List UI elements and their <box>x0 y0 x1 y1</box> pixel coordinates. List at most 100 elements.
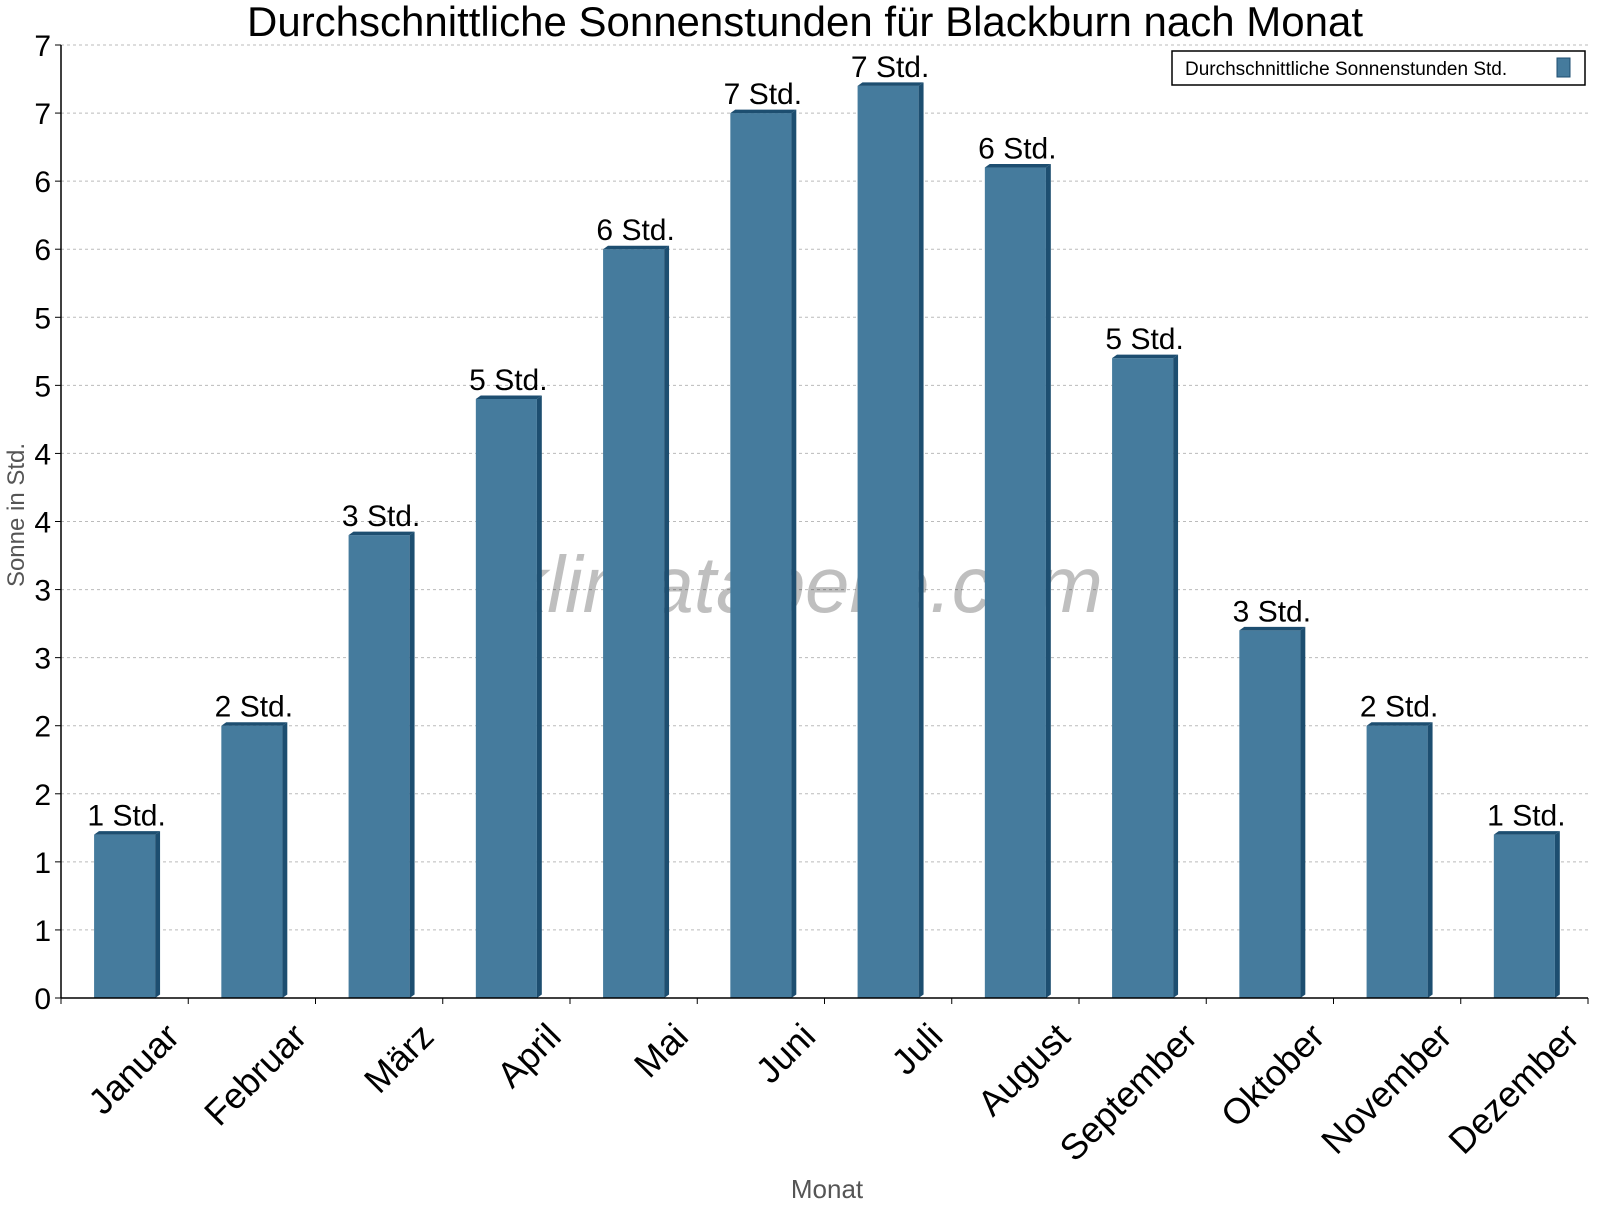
bar-side <box>918 82 924 999</box>
bar-februar <box>221 722 288 998</box>
y-tick-label: 3 <box>34 643 51 676</box>
bar <box>1366 725 1428 998</box>
grid-lines <box>61 44 1588 931</box>
x-tick-label: Dezember <box>1440 1015 1586 1161</box>
bar-juli <box>857 82 924 999</box>
bar-top <box>1239 626 1306 631</box>
bar-november <box>1366 722 1433 998</box>
y-tick-label: 7 <box>34 30 51 63</box>
legend-label: Durchschnittliche Sonnenstunden Std. <box>1185 59 1507 80</box>
x-tick-label: Juni <box>748 1015 824 1091</box>
x-tick-label: Oktober <box>1213 1015 1333 1135</box>
bar-dezember <box>1493 831 1560 998</box>
bar-januar <box>94 831 161 998</box>
bar <box>1493 834 1555 998</box>
bar <box>730 113 792 999</box>
data-label: 1 Std. <box>1487 800 1565 833</box>
bar <box>984 167 1046 998</box>
bar-side <box>664 245 670 998</box>
bar-side <box>791 109 797 999</box>
bar-april <box>475 395 542 998</box>
bar-side <box>155 831 161 998</box>
bars <box>94 82 1560 999</box>
bar <box>348 535 410 998</box>
x-tick-label: Januar <box>80 1015 187 1122</box>
x-tick-label: August <box>969 1015 1077 1123</box>
data-label: 6 Std. <box>978 133 1056 166</box>
bar-top <box>221 722 288 726</box>
bar-top <box>857 82 924 86</box>
data-label: 6 Std. <box>596 214 674 247</box>
legend-box <box>1171 50 1586 86</box>
chart-title: Durchschnittliche Sonnenstunden für Blac… <box>247 0 1363 45</box>
y-tick-label: 4 <box>34 507 51 540</box>
data-labels: 1 Std. 2 Std. 3 Std. 5 Std. 6 Std. 7 Std. 7 St… <box>87 51 1565 833</box>
x-axis-label: Monat <box>791 1174 864 1200</box>
y-tick-label: 5 <box>34 370 51 403</box>
bar <box>221 725 283 998</box>
data-label: 3 Std. <box>1233 595 1311 628</box>
y-tick-labels: 0 1 1 2 2 3 3 4 4 5 5 6 6 7 7 <box>34 30 51 1016</box>
bar-juni <box>730 109 797 999</box>
x-tick-label: November <box>1313 1015 1459 1161</box>
bar-september <box>1112 354 1179 999</box>
bar <box>857 85 919 999</box>
legend-swatch <box>1556 57 1571 78</box>
data-label: 3 Std. <box>342 500 420 533</box>
y-tick-label: 5 <box>34 302 51 335</box>
bar <box>475 398 537 998</box>
data-label: 1 Std. <box>87 800 165 833</box>
bar <box>1112 358 1174 999</box>
y-axis-label: Sonne in Std. <box>3 443 30 587</box>
bar-side <box>1554 831 1560 998</box>
bar-side <box>1427 722 1433 998</box>
y-tick-label: 4 <box>34 438 51 471</box>
x-tick-label: Mai <box>626 1015 696 1085</box>
y-tick-label: 6 <box>34 166 51 199</box>
x-tick-label: Juli <box>883 1015 950 1082</box>
y-tick-label: 0 <box>34 983 51 1016</box>
bar-märz <box>348 531 415 998</box>
x-tick-label: September <box>1051 1015 1205 1169</box>
bar-side <box>282 722 288 998</box>
bar-top <box>730 109 797 114</box>
bar-august <box>984 164 1051 998</box>
bar-side <box>1300 626 1306 998</box>
data-label: 7 Std. <box>724 78 802 111</box>
bar-top <box>1366 722 1433 726</box>
bar-top <box>348 531 415 536</box>
bar-top <box>475 395 542 399</box>
bar-side <box>1173 354 1179 999</box>
bar <box>603 249 665 998</box>
y-tick-label: 1 <box>34 847 51 880</box>
legend: Durchschnittliche Sonnenstunden Std. <box>1171 50 1586 86</box>
data-label: 5 Std. <box>469 364 547 397</box>
bar-oktober <box>1239 626 1306 998</box>
data-label: 2 Std. <box>215 691 293 724</box>
y-tick-label: 1 <box>34 915 51 948</box>
bar-top <box>1493 831 1560 835</box>
bar-side <box>536 395 542 998</box>
x-tick-labels: Januar Februar März April Mai Juni Juli AugustS… <box>80 1015 1587 1169</box>
data-label: 7 Std. <box>851 51 929 84</box>
bar-side <box>1045 164 1051 998</box>
data-label: 2 Std. <box>1360 691 1438 724</box>
axes <box>55 44 1589 1004</box>
bar-mai <box>603 245 670 998</box>
y-tick-label: 2 <box>34 779 51 812</box>
bar-side <box>409 531 415 998</box>
bar-top <box>1112 354 1179 359</box>
y-tick-label: 3 <box>34 575 51 608</box>
y-tick-label: 7 <box>34 98 51 131</box>
x-tick-label: April <box>489 1015 569 1095</box>
bar <box>94 834 156 998</box>
data-label: 5 Std. <box>1105 323 1183 356</box>
y-tick-label: 2 <box>34 711 51 744</box>
bar-top <box>984 164 1051 168</box>
bar-top <box>94 831 161 835</box>
x-tick-label: März <box>356 1015 442 1101</box>
bar-top <box>603 245 670 250</box>
x-tick-label: Februar <box>196 1015 314 1133</box>
